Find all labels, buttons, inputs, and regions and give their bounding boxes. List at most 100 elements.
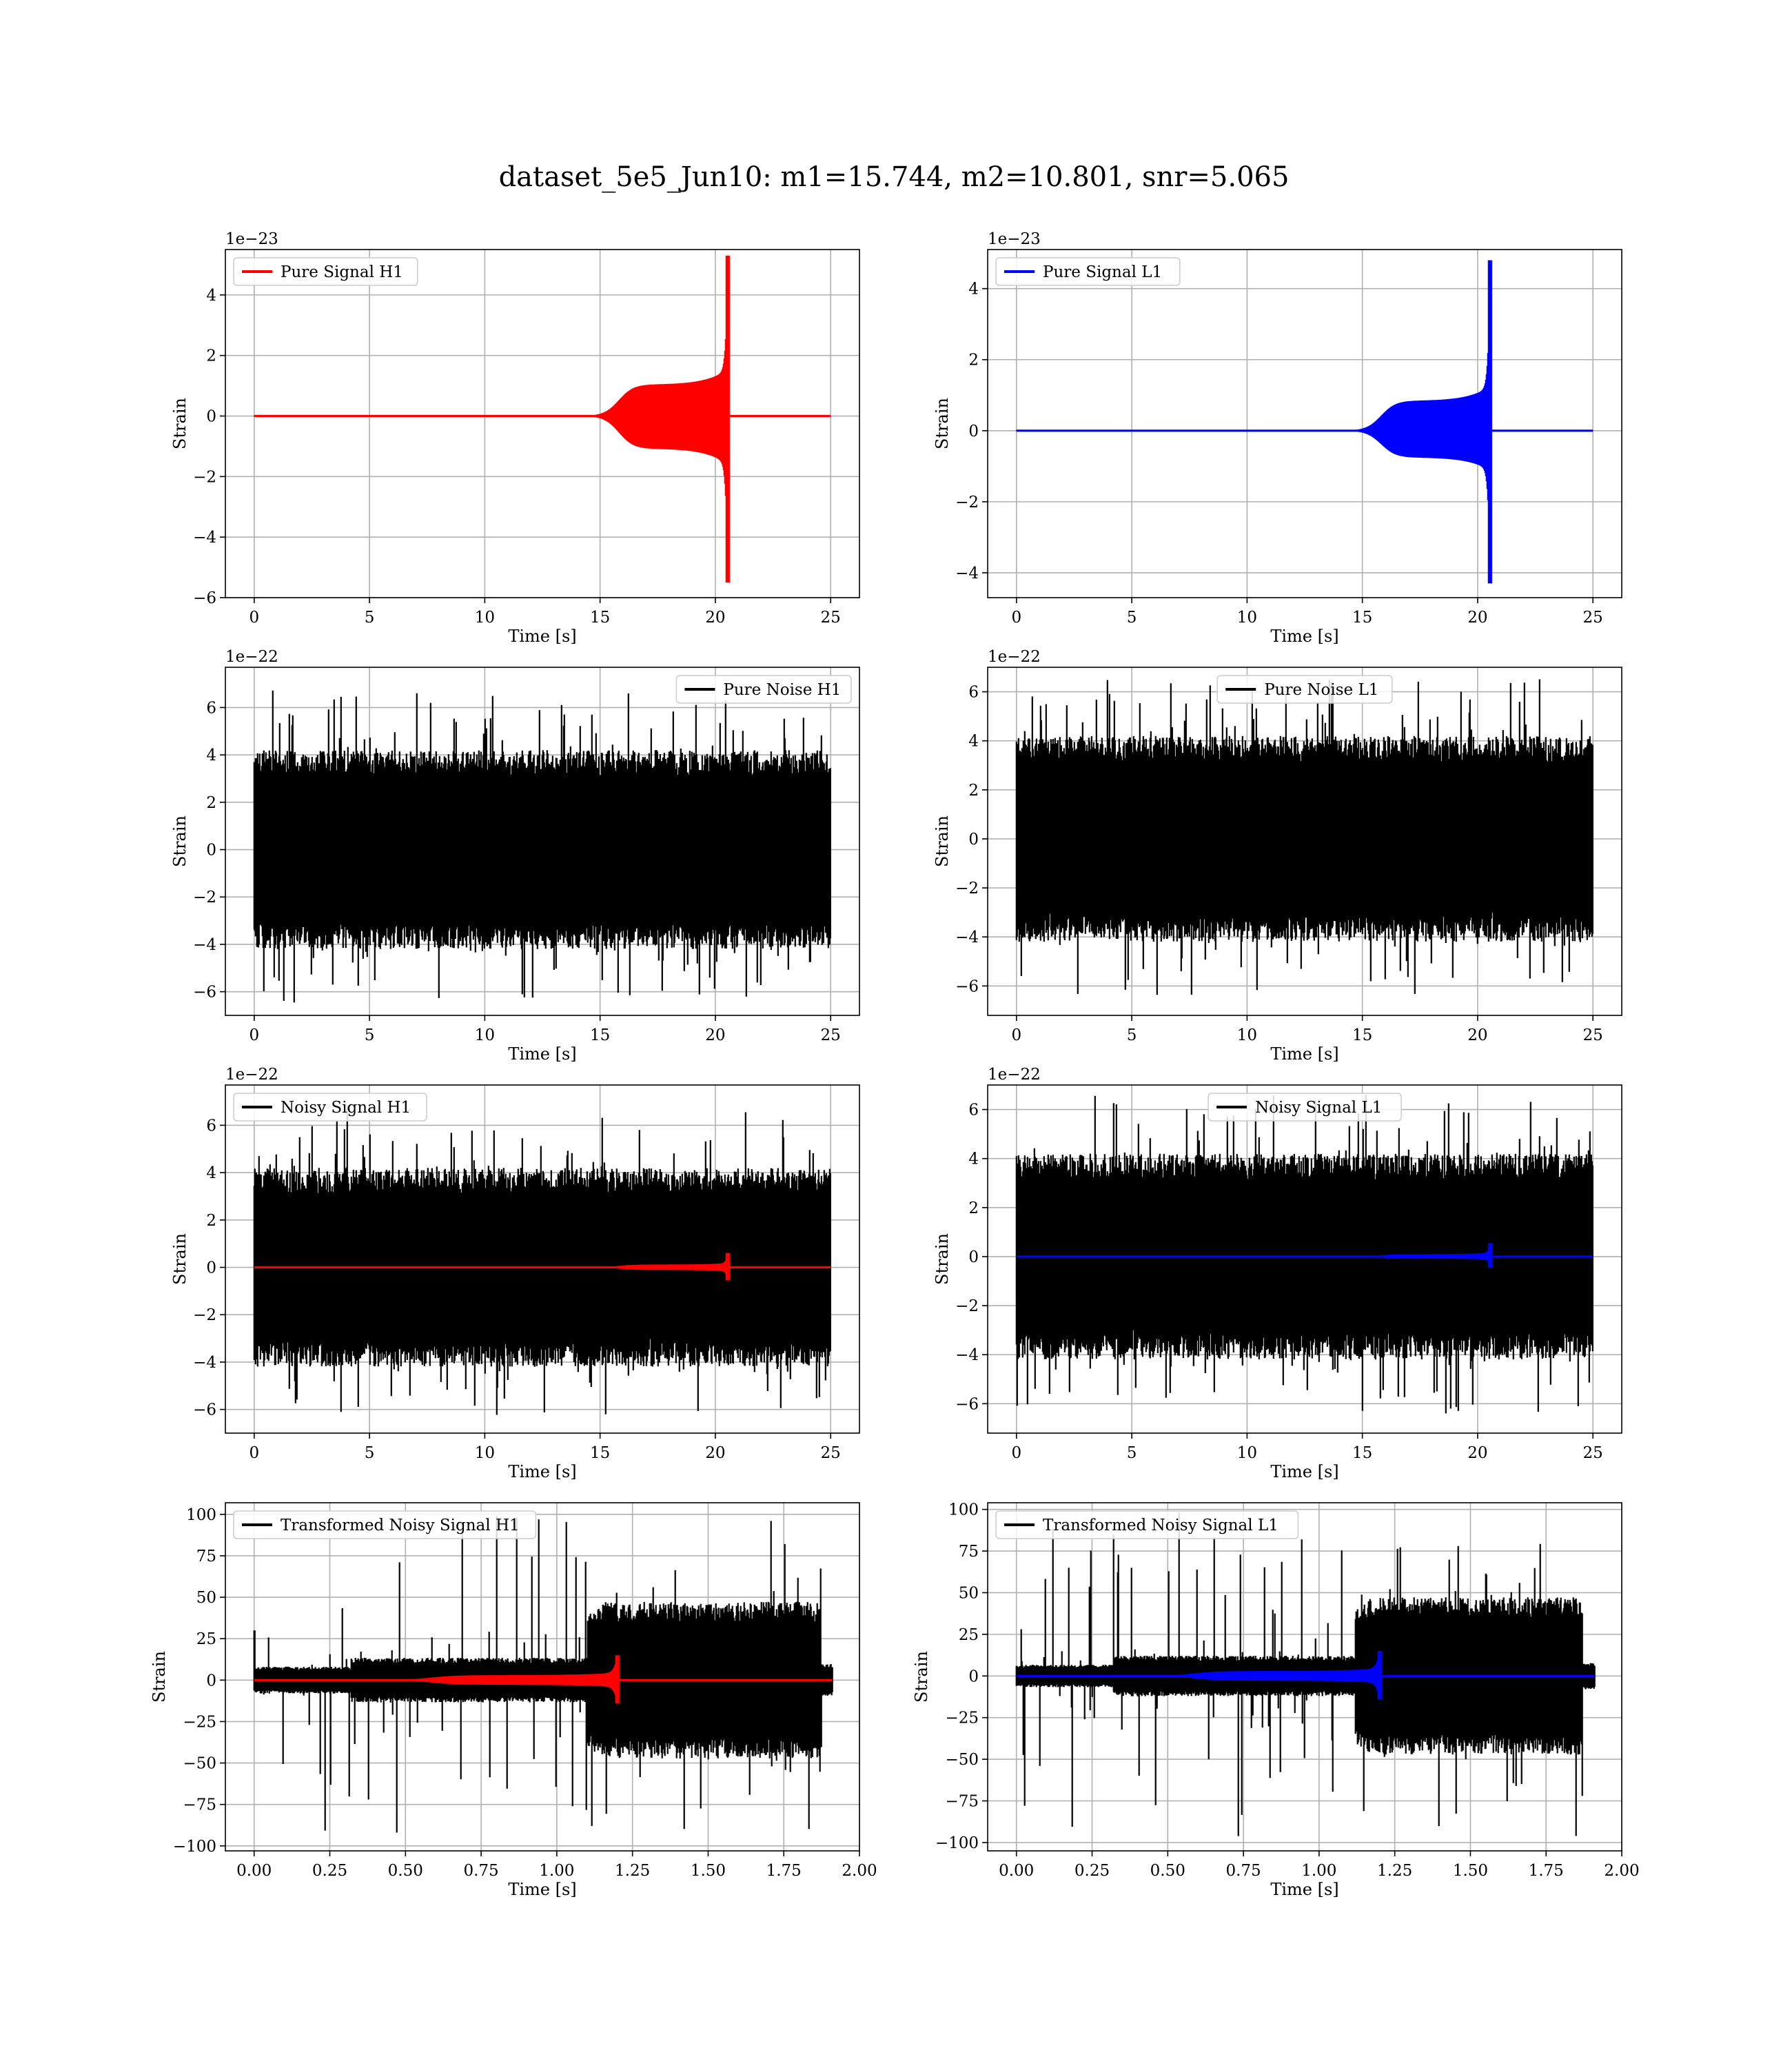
- y-axis-label: Strain: [933, 398, 952, 449]
- y-tick-label: 2: [206, 794, 216, 812]
- x-tick-label: 0.00: [999, 1862, 1034, 1880]
- x-axis-label: Time [s]: [1270, 1044, 1338, 1064]
- legend-box: [233, 1093, 427, 1122]
- x-tick-label: 1.50: [691, 1862, 726, 1880]
- legend-label: Pure Signal L1: [1043, 263, 1162, 281]
- y-axis-label: Strain: [150, 1651, 169, 1703]
- x-tick-label: 25: [821, 1026, 841, 1044]
- x-tick-label: 1.25: [615, 1862, 650, 1880]
- x-tick-label: 5: [365, 1026, 375, 1044]
- y-tick-label: 6: [206, 699, 216, 717]
- x-tick-label: 0: [1011, 1444, 1021, 1462]
- x-tick-label: 0: [1011, 1026, 1021, 1044]
- x-tick-label: 25: [1583, 609, 1603, 627]
- y-tick-label: 100: [948, 1501, 979, 1519]
- legend-label: Noisy Signal H1: [281, 1099, 411, 1117]
- y-axis-label: Strain: [933, 815, 952, 867]
- x-tick-label: 10: [475, 1026, 495, 1044]
- x-tick-label: 1.75: [766, 1862, 802, 1880]
- y-tick-label: −75: [183, 1796, 216, 1814]
- y-tick-label: −2: [193, 1306, 216, 1324]
- x-tick-label: 15: [1352, 1444, 1372, 1462]
- y-tick-label: 75: [959, 1543, 979, 1561]
- y-axis-label: Strain: [170, 398, 190, 449]
- x-tick-label: 25: [821, 1444, 841, 1462]
- offset-label: 1e−23: [988, 230, 1041, 248]
- y-tick-label: −6: [193, 984, 216, 1002]
- y-tick-label: 0: [968, 423, 979, 440]
- legend-box: [1208, 1093, 1402, 1122]
- axes-frame: [987, 1084, 1622, 1434]
- panel-transformed-noisy-signal-l1: 0.00 0.25 0.50 0.75 1.00 1.25 1.50 1.75 2.00 −100…: [912, 1501, 1640, 1899]
- axes-frame: [225, 1084, 860, 1434]
- y-tick-label: 0: [968, 831, 979, 849]
- y-tick-label: 0: [206, 408, 216, 426]
- x-tick-label: 5: [365, 1444, 375, 1462]
- x-tick-label: 10: [1237, 1444, 1257, 1462]
- axes-frame: [987, 1502, 1622, 1852]
- series-envelope: [253, 1516, 833, 1833]
- x-tick-label: 5: [1127, 1444, 1137, 1462]
- y-tick-label: −50: [183, 1755, 216, 1773]
- panel-pure-noise-h1: 0 5 10 15 20 25 −6 −4 −2 0 2 4 6 Time [s] Strain 1e−22 P…: [170, 648, 860, 1064]
- axes-frame: [987, 249, 1622, 598]
- legend: Pure Signal L1: [995, 257, 1181, 286]
- x-tick-label: 0: [1011, 609, 1021, 627]
- y-tick-label: 25: [196, 1630, 216, 1648]
- series-envelope: [1015, 679, 1594, 995]
- legend-box: [233, 1510, 537, 1539]
- y-tick-label: 2: [206, 347, 216, 365]
- series-envelope: [1015, 260, 1594, 584]
- x-tick-label: 0: [249, 1026, 259, 1044]
- x-tick-label: 1.75: [1529, 1862, 1564, 1880]
- y-tick-label: −25: [183, 1713, 216, 1731]
- offset-label: 1e−23: [225, 230, 278, 248]
- y-tick-label: −25: [945, 1710, 979, 1727]
- x-axis-label: Time [s]: [1270, 1880, 1338, 1899]
- y-tick-label: 4: [968, 733, 979, 751]
- x-tick-label: 15: [1352, 609, 1372, 627]
- y-tick-label: 0: [206, 842, 216, 860]
- y-tick-label: −75: [945, 1793, 979, 1811]
- offset-label: 1e−22: [225, 1066, 278, 1084]
- y-axis-label: Strain: [912, 1651, 931, 1703]
- x-tick-label: 10: [475, 1444, 495, 1462]
- axes-frame: [225, 667, 860, 1016]
- panel-pure-noise-l1: 0 5 10 15 20 25 −6 −4 −2 0 2 4 6 Time [s] Strain 1e−22 P…: [933, 648, 1622, 1064]
- offset-label: 1e−22: [225, 648, 278, 666]
- y-axis-label: Strain: [170, 1233, 190, 1285]
- y-tick-label: −4: [955, 565, 979, 582]
- y-tick-label: 50: [196, 1589, 216, 1607]
- y-tick-label: −2: [193, 889, 216, 906]
- x-tick-label: 20: [1467, 1026, 1487, 1044]
- y-tick-label: 6: [968, 1102, 979, 1119]
- x-tick-label: 5: [1127, 609, 1137, 627]
- x-tick-label: 25: [1583, 1026, 1603, 1044]
- y-tick-label: 50: [959, 1584, 979, 1602]
- x-axis-label: Time [s]: [1270, 1462, 1338, 1481]
- y-tick-label: 0: [206, 1259, 216, 1277]
- y-tick-label: 4: [206, 287, 216, 305]
- y-tick-label: −2: [955, 1297, 979, 1315]
- legend-box: [995, 1510, 1299, 1539]
- y-tick-label: 25: [959, 1626, 979, 1644]
- offset-label: 1e−22: [988, 648, 1041, 666]
- x-tick-label: 0: [249, 1444, 259, 1462]
- y-tick-label: −4: [193, 529, 216, 547]
- y-tick-label: −100: [173, 1838, 216, 1856]
- legend: Pure Signal H1: [233, 257, 418, 286]
- x-tick-label: 5: [365, 609, 375, 627]
- y-tick-label: 100: [186, 1506, 216, 1524]
- x-tick-label: 1.25: [1377, 1862, 1412, 1880]
- axes-frame: [225, 1502, 860, 1852]
- y-tick-label: −50: [945, 1751, 979, 1769]
- legend-box: [233, 257, 418, 286]
- x-tick-label: 0.50: [1150, 1862, 1185, 1880]
- y-tick-label: −4: [955, 1346, 979, 1364]
- y-tick-label: 2: [968, 782, 979, 800]
- x-tick-label: 15: [590, 609, 610, 627]
- x-tick-label: 1.00: [539, 1862, 574, 1880]
- legend-label: Transformed Noisy Signal H1: [281, 1517, 520, 1534]
- x-tick-label: 15: [590, 1026, 610, 1044]
- x-tick-label: 0.00: [236, 1862, 272, 1880]
